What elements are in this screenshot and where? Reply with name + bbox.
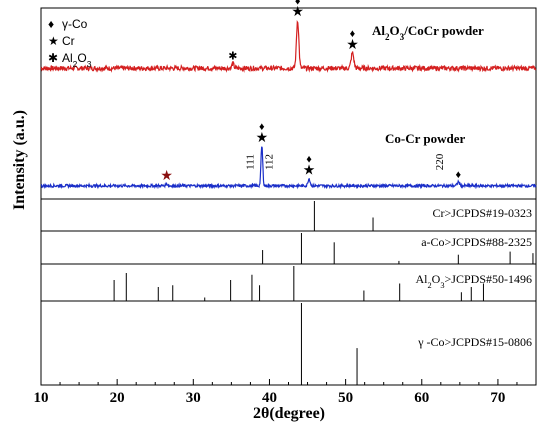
reference-label: a-Co>JCPDS#88-2325 [421, 235, 532, 249]
pattern-line [40, 19, 537, 73]
pattern-line [40, 146, 537, 190]
x-tick-label: 70 [490, 390, 505, 406]
legend-symbol: ♦ [48, 17, 54, 31]
x-tick-label: 10 [34, 390, 49, 406]
peak-marker: ✱ [228, 50, 237, 62]
x-tick-label: 60 [414, 390, 429, 406]
peak-marker: ★ [291, 3, 304, 19]
legend: ♦ γ-Co★ Cr ✱ Al2O3 [48, 17, 92, 69]
hkl-label: 220 [434, 153, 446, 170]
pattern-name: Al2O3/CoCr powder [372, 23, 484, 42]
x-axis: 10 20 30 40 50 60 70 [34, 379, 537, 406]
peak-marker: ★ [303, 162, 316, 178]
legend-symbol: ★ [48, 34, 59, 48]
x-tick-label: 40 [262, 390, 277, 406]
x-tick-label: 20 [110, 390, 125, 406]
plot-frame [40, 7, 537, 386]
legend-label: Al2O3 [62, 51, 92, 69]
pattern-name: Co-Cr powder [385, 131, 466, 146]
peak-marker: ★ [160, 167, 173, 183]
reference-label: Al2O3>JCPDS#50-1496 [415, 272, 532, 290]
y-axis-label: Intensity (a.u.) [11, 110, 28, 210]
x-tick-label: 30 [186, 390, 201, 406]
peak-marker: ♦ [259, 121, 265, 133]
peak-marker: ★ [256, 129, 269, 145]
hkl-label: 112 [264, 154, 276, 170]
legend-symbol: ✱ [48, 51, 58, 65]
x-tick-label: 50 [338, 390, 353, 406]
peak-marker: ♦ [350, 28, 356, 40]
peak-marker: ♦ [295, 0, 301, 7]
reference-label: γ -Co>JCPDS#15-0806 [417, 335, 532, 349]
reference-label: Cr>JCPDS#19-0323 [433, 206, 532, 220]
measured-patterns: Al2O3/CoCr powder✱★♦★♦Co-Cr powder★★♦★♦♦… [40, 0, 537, 190]
reference-panels: Cr>JCPDS#19-0323 a-Co>JCPDS#88-2325 Al2O3>… [41, 198, 536, 385]
peak-marker: ♦ [456, 169, 462, 181]
hkl-label: 111 [244, 154, 256, 170]
peak-marker: ★ [346, 36, 359, 52]
legend-label: γ-Co [62, 17, 88, 31]
legend-label: Cr [62, 34, 75, 48]
x-axis-label: 2θ(degree) [253, 405, 325, 422]
peak-marker: ♦ [306, 154, 312, 166]
